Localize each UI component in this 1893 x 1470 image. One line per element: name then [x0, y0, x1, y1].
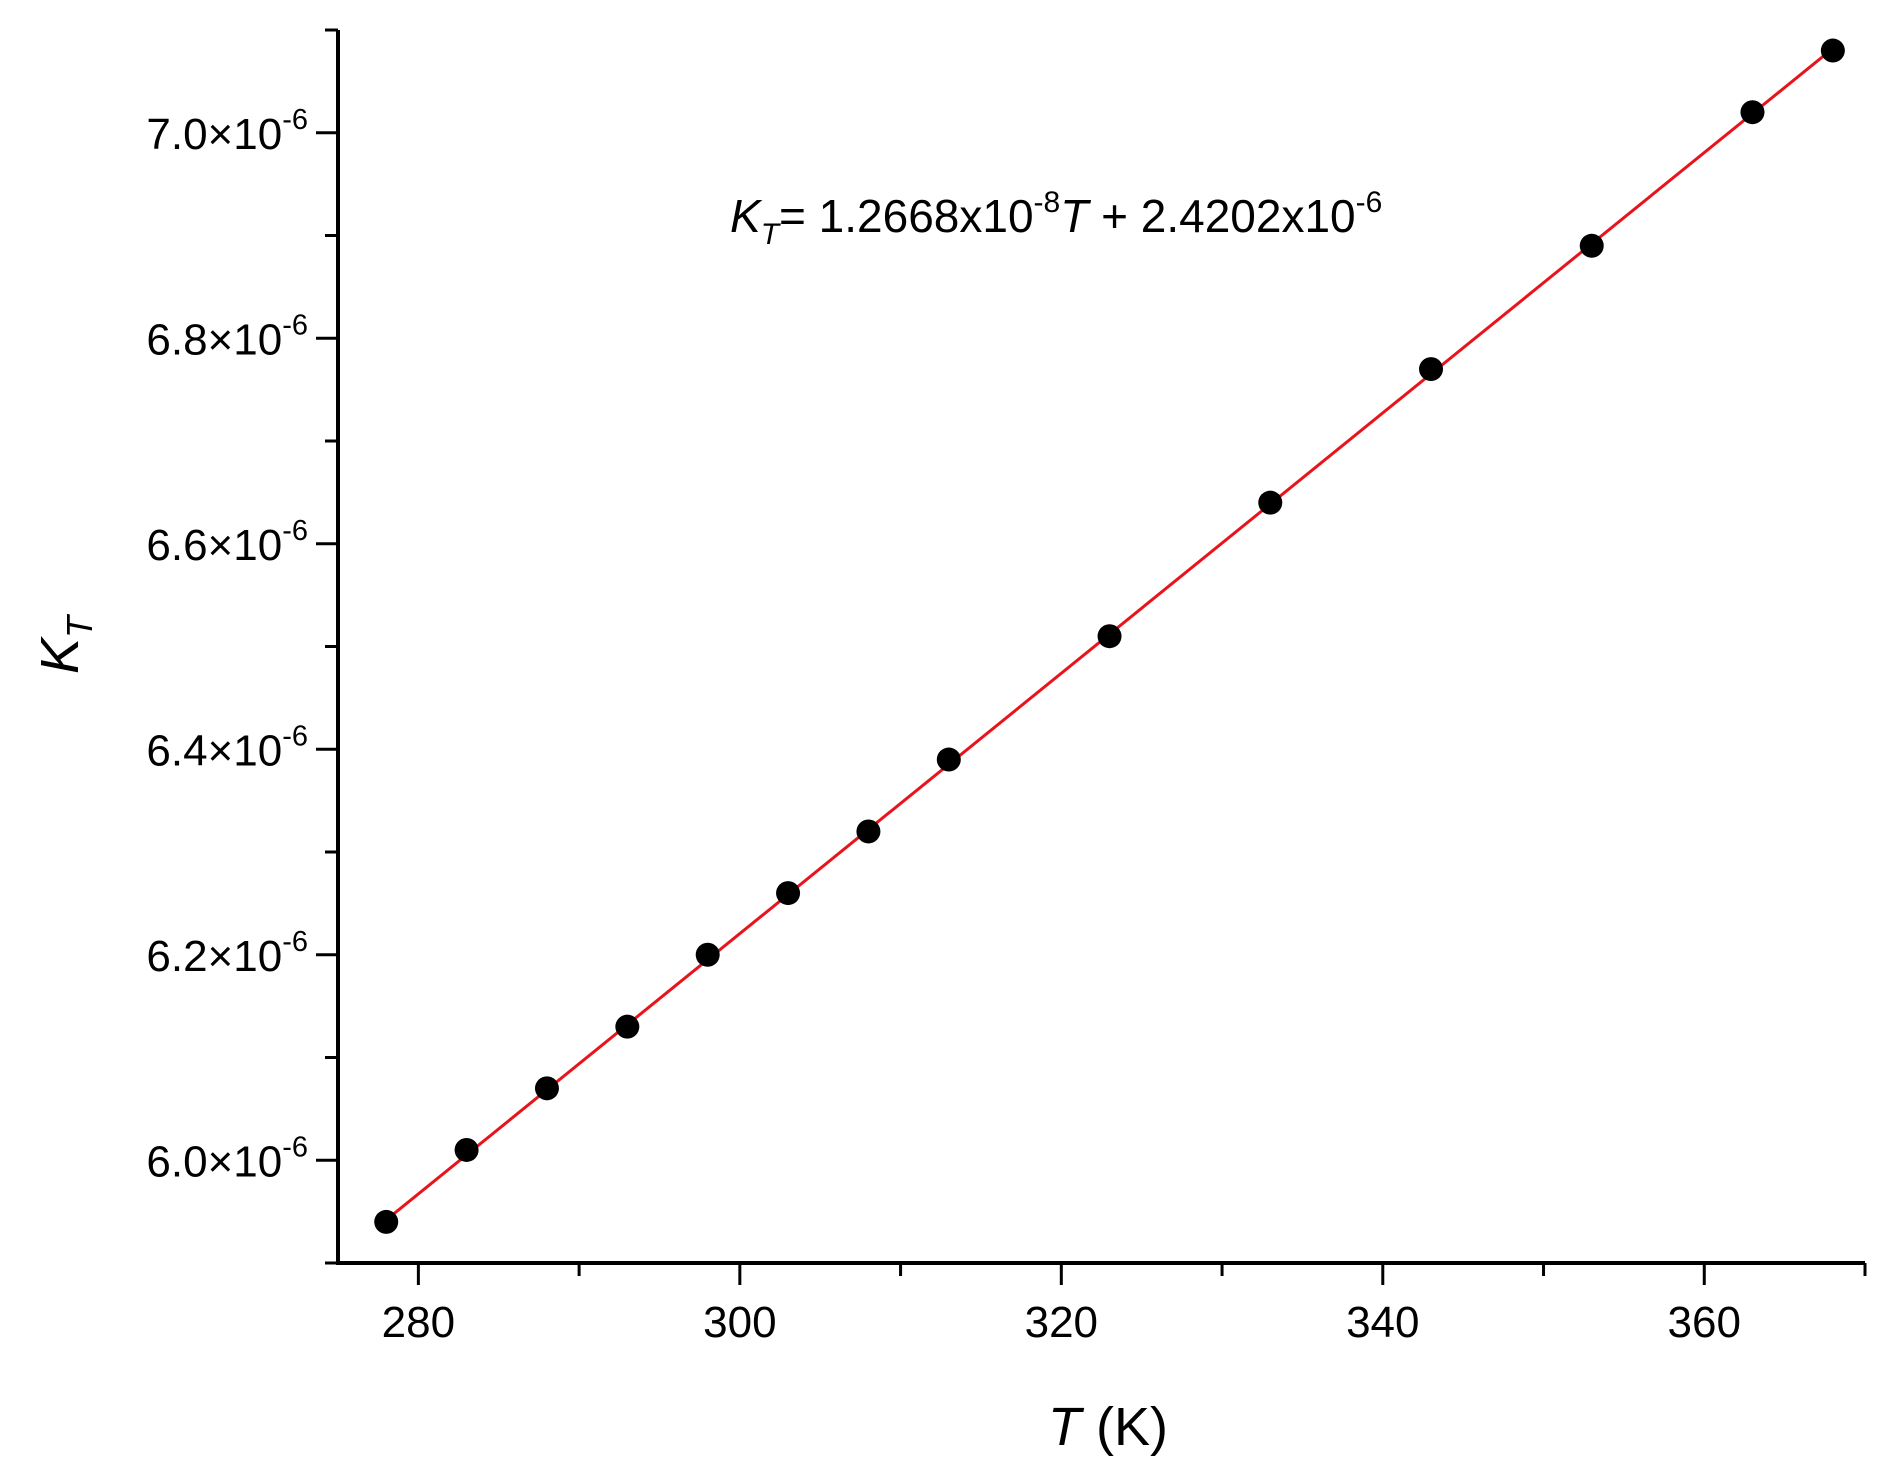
data-point: [1097, 624, 1122, 649]
equation-annotation: KT= 1.2668x10-8T + 2.4202x10-6: [730, 186, 1382, 251]
y-tick-label: 7.0×10-6: [146, 104, 308, 159]
data-point: [454, 1137, 479, 1162]
y-tick-label: 6.8×10-6: [146, 309, 308, 364]
x-tick-label: 280: [382, 1298, 455, 1347]
x-tick-label: 360: [1668, 1298, 1741, 1347]
data-point: [936, 747, 961, 772]
data-point: [1419, 357, 1444, 382]
data-point: [856, 819, 881, 844]
ticks: 280 300 320 340 360 6.0×10-6 6.2×10-6 6.4×10-6 6…: [146, 28, 1867, 1347]
data-point: [615, 1014, 640, 1039]
data-point: [695, 942, 720, 967]
data-point: [1579, 233, 1604, 258]
y-tick-label: 6.2×10-6: [146, 926, 308, 981]
y-axis-title: KT: [30, 613, 100, 674]
x-tick-label: 340: [1346, 1298, 1419, 1347]
y-tick-label: 6.0×10-6: [146, 1131, 308, 1186]
data-point: [1740, 100, 1765, 125]
y-tick-label: 6.4×10-6: [146, 720, 308, 775]
x-tick-label: 300: [703, 1298, 776, 1347]
data-point: [534, 1076, 559, 1101]
data-point: [374, 1209, 399, 1234]
data-point: [1820, 38, 1845, 63]
x-axis-title: T (K): [1048, 1397, 1168, 1457]
x-tick-label: 320: [1025, 1298, 1098, 1347]
y-tick-label: 6.6×10-6: [146, 515, 308, 570]
data-point: [776, 881, 801, 906]
data-points: [374, 38, 1845, 1234]
data-point: [1258, 490, 1283, 515]
